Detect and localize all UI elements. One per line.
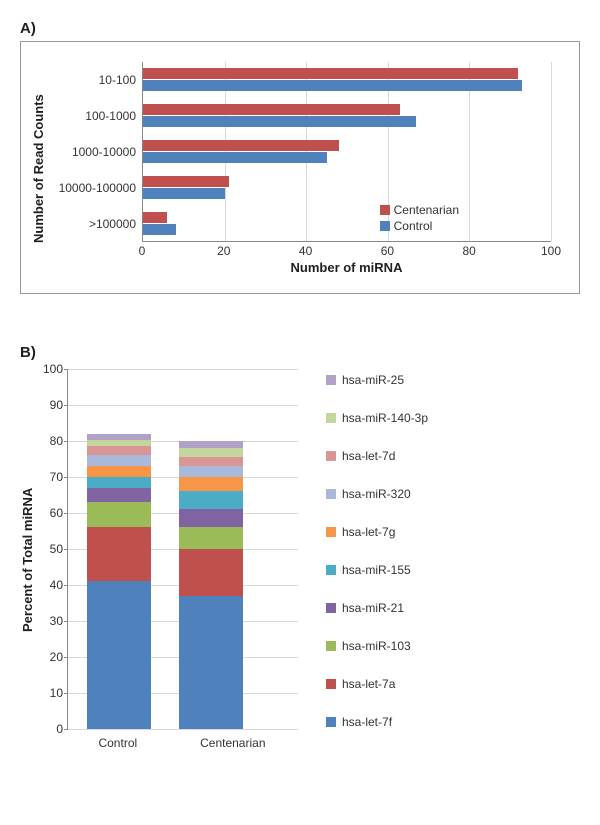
chart-a-y-axis-label: Number of Read Counts [31,62,46,275]
chart-a-bar [143,68,518,79]
chart-a-bar [143,212,167,223]
chart-a-category: 10-100 [99,73,136,87]
legend-item: hsa-let-7f [326,715,428,729]
chart-b-segment [87,466,151,477]
legend-item: hsa-miR-21 [326,601,428,615]
chart-a-bar [143,116,416,127]
legend-item: hsa-let-7g [326,525,428,539]
legend-item: hsa-miR-25 [326,373,428,387]
chart-b-segment [179,466,243,477]
chart-b-segment [179,491,243,509]
chart-a-category: 1000-10000 [72,145,136,159]
chart-b-segment [87,581,151,729]
chart-b-category: Control [98,736,137,750]
chart-b-segment [179,448,243,457]
chart-b-stack [87,434,151,729]
chart-b-segment [87,446,151,455]
chart-a-bar [143,224,176,235]
legend-item: hsa-miR-155 [326,563,428,577]
legend-item: hsa-let-7d [326,449,428,463]
chart-b-segment [179,527,243,549]
chart-b-plot-area [67,369,298,730]
chart-b-wrap: Percent of Total miRNA 01020304050607080… [20,369,580,750]
chart-b-y-ticks: 0102030405060708090100 [39,369,67,729]
chart-b-segment [179,596,243,729]
chart-a-x-axis-label: Number of miRNA [142,260,551,275]
chart-b-segment [179,509,243,527]
chart-a-bar [143,104,400,115]
chart-b-segment [87,502,151,527]
chart-a-category-labels: 10-100 100-1000 1000-10000 10000-100000 >100… [48,62,142,242]
chart-b-legend: hsa-miR-25 hsa-miR-140-3p hsa-let-7d hsa-mi… [326,369,428,729]
chart-a-bar [143,152,327,163]
chart-b-stack [179,441,243,729]
legend-item: hsa-miR-103 [326,639,428,653]
panel-b-label: B) [20,344,580,361]
chart-b-y-axis-label: Percent of Total miRNA [20,369,35,750]
chart-a-x-ticks: 020406080100 [142,242,551,258]
chart-b-segment [179,457,243,466]
panel-a-label: A) [20,20,580,37]
chart-a-bar [143,188,225,199]
chart-a-bar [143,80,522,91]
chart-a-frame: Number of Read Counts 10-100 100-1000 1000… [20,41,580,294]
chart-b-segment [179,549,243,596]
chart-b-x-ticks: Control Centenarian [67,730,297,750]
chart-b-segment [179,477,243,491]
chart-b-segment [179,441,243,448]
chart-b-segment [87,527,151,581]
chart-a-legend: Centenarian Control [380,201,459,233]
chart-a-category: >100000 [89,217,136,231]
chart-a-category: 100-1000 [85,109,136,123]
chart-a-plot-area [142,62,551,242]
legend-item: Centenarian [380,203,459,217]
legend-item: hsa-let-7a [326,677,428,691]
chart-a-bar [143,176,229,187]
legend-item: Control [380,219,459,233]
legend-item: hsa-miR-140-3p [326,411,428,425]
chart-b-segment [87,455,151,466]
chart-b-category: Centenarian [200,736,265,750]
chart-a-bar [143,140,339,151]
legend-item: hsa-miR-320 [326,487,428,501]
chart-a-category: 10000-100000 [59,181,136,195]
chart-b-segment [87,477,151,488]
chart-b-segment [87,488,151,502]
